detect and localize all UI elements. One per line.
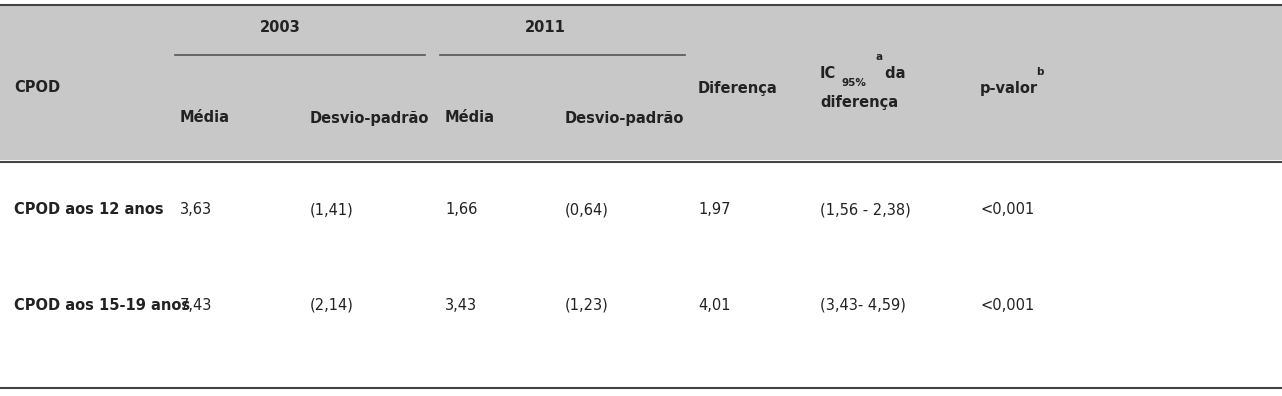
Bar xyxy=(0,5,1282,160)
Text: b: b xyxy=(1036,67,1044,77)
Text: CPOD: CPOD xyxy=(14,80,60,95)
Text: (1,41): (1,41) xyxy=(310,202,354,217)
Text: (1,23): (1,23) xyxy=(565,297,609,312)
Text: CPOD aos 12 anos: CPOD aos 12 anos xyxy=(14,202,164,217)
Text: p-valor: p-valor xyxy=(979,80,1038,95)
Text: Diferença: Diferença xyxy=(697,80,778,95)
Text: 95%: 95% xyxy=(842,78,867,88)
Text: IC: IC xyxy=(820,65,836,80)
Text: 1,66: 1,66 xyxy=(445,202,477,217)
Text: a: a xyxy=(876,52,882,62)
Text: 1,97: 1,97 xyxy=(697,202,731,217)
Text: Desvio-padrão: Desvio-padrão xyxy=(310,110,429,126)
Text: 4,01: 4,01 xyxy=(697,297,731,312)
Text: <0,001: <0,001 xyxy=(979,202,1035,217)
Text: <0,001: <0,001 xyxy=(979,297,1035,312)
Bar xyxy=(0,160,1282,388)
Text: (2,14): (2,14) xyxy=(310,297,354,312)
Text: 7,43: 7,43 xyxy=(179,297,213,312)
Text: Média: Média xyxy=(179,110,229,126)
Text: 3,63: 3,63 xyxy=(179,202,212,217)
Text: (1,56 - 2,38): (1,56 - 2,38) xyxy=(820,202,910,217)
Text: diferença: diferença xyxy=(820,95,899,110)
Text: (3,43- 4,59): (3,43- 4,59) xyxy=(820,297,906,312)
Text: 2003: 2003 xyxy=(260,21,300,36)
Text: Média: Média xyxy=(445,110,495,126)
Text: 2011: 2011 xyxy=(524,21,565,36)
Text: da: da xyxy=(879,65,905,80)
Text: Desvio-padrão: Desvio-padrão xyxy=(565,110,685,126)
Text: CPOD aos 15-19 anos: CPOD aos 15-19 anos xyxy=(14,297,190,312)
Text: (0,64): (0,64) xyxy=(565,202,609,217)
Text: 3,43: 3,43 xyxy=(445,297,477,312)
